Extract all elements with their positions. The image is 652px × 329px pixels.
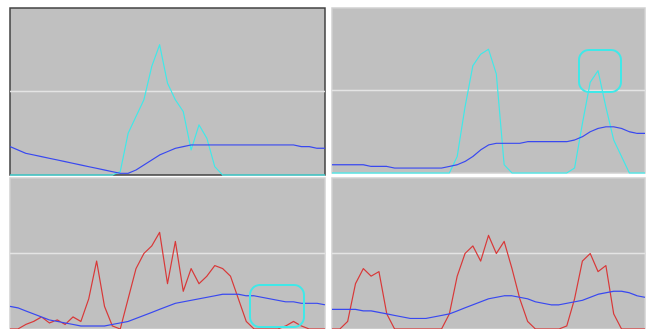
line [332,290,646,320]
line [332,48,645,174]
highlight [249,284,305,328]
line [332,234,645,329]
panels [9,7,646,329]
chart-panel [331,177,646,329]
line [9,293,326,327]
chart-panel [9,7,326,176]
line [9,144,325,174]
chart-panel [9,177,326,329]
chart-panel [331,7,646,174]
line [332,126,645,169]
highlight [578,49,622,93]
line [10,44,325,176]
